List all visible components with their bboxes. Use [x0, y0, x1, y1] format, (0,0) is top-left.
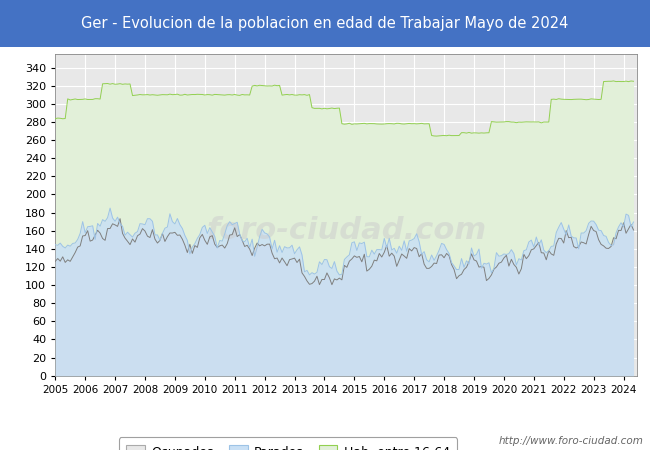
Legend: Ocupados, Parados, Hab. entre 16-64: Ocupados, Parados, Hab. entre 16-64: [119, 437, 457, 450]
Text: Ger - Evolucion de la poblacion en edad de Trabajar Mayo de 2024: Ger - Evolucion de la poblacion en edad …: [81, 16, 569, 31]
Text: http://www.foro-ciudad.com: http://www.foro-ciudad.com: [499, 436, 644, 446]
Text: foro-ciudad.com: foro-ciudad.com: [206, 216, 486, 245]
